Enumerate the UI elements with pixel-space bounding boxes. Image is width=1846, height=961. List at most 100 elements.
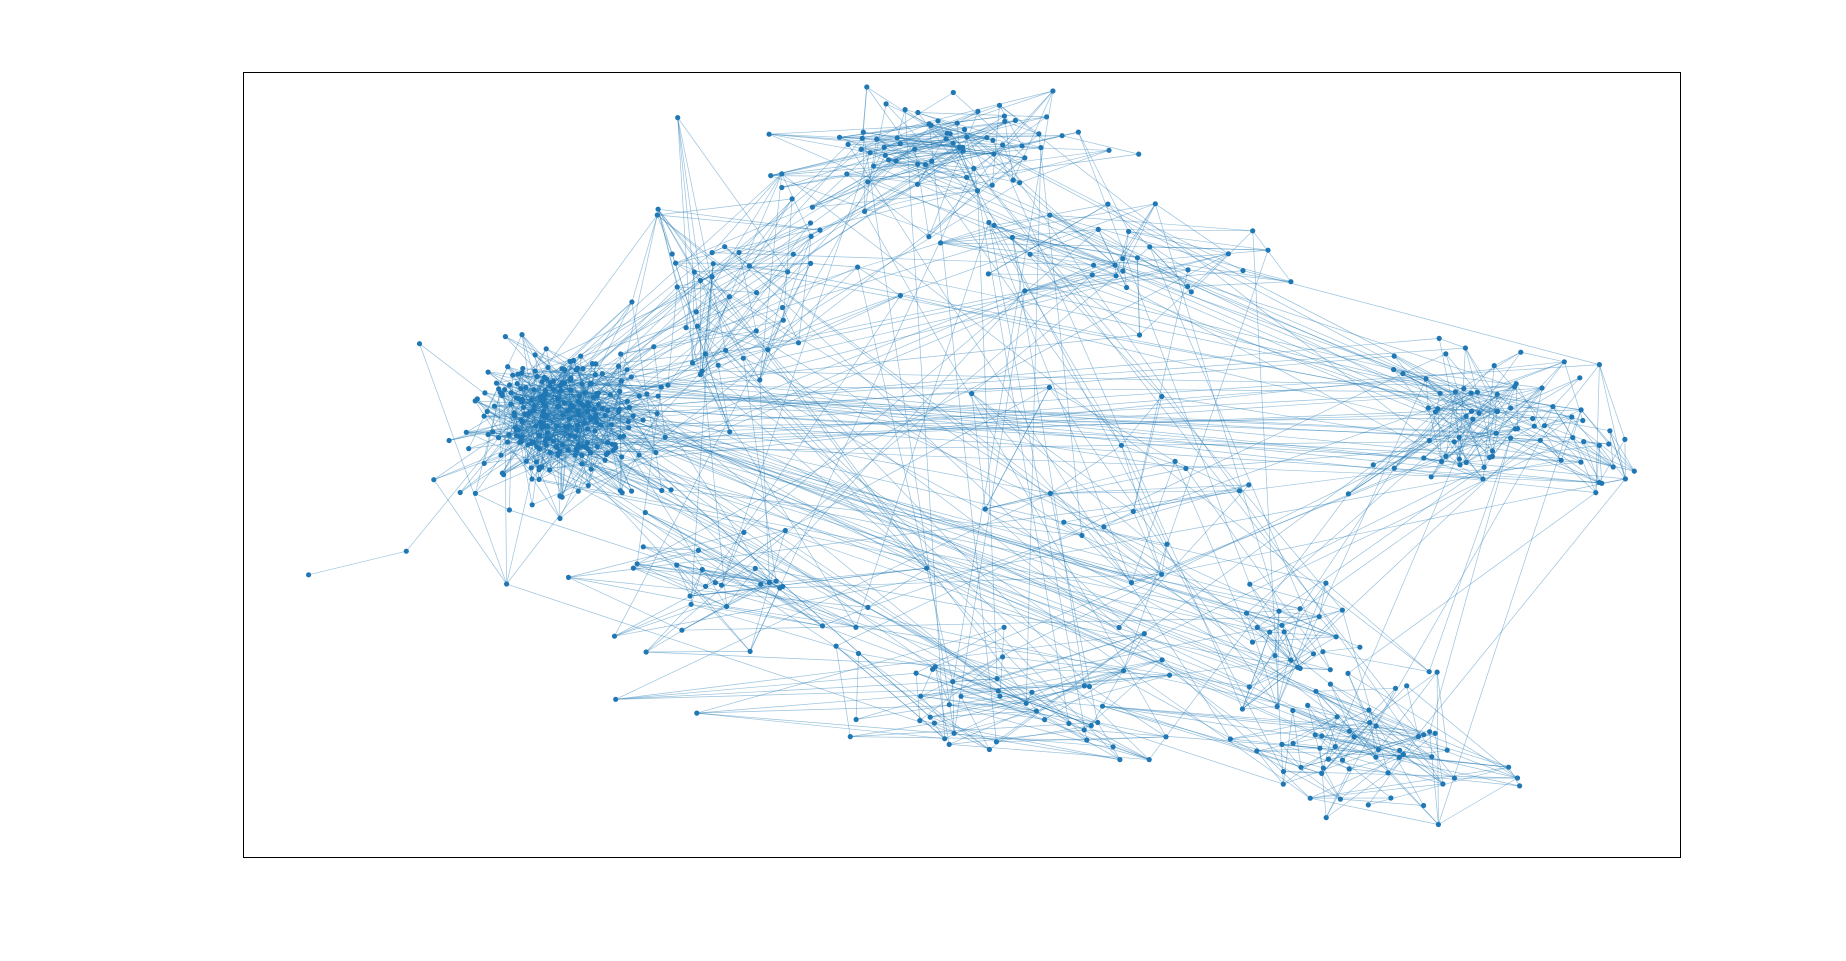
graph-node [514, 381, 520, 387]
graph-edge [475, 400, 577, 451]
graph-edge [1599, 445, 1603, 484]
graph-edge [1323, 716, 1338, 769]
graph-node [1105, 201, 1111, 207]
graph-node [1327, 667, 1333, 673]
graph-edge [996, 736, 1167, 743]
graph-edge [1107, 203, 1188, 287]
graph-edge [676, 564, 706, 587]
graph-edge [822, 607, 869, 627]
graph-edge [856, 691, 1032, 720]
graph-edge [988, 273, 1117, 277]
graph-node [874, 136, 880, 142]
graph-edge [1050, 445, 1122, 494]
graph-edge [896, 160, 974, 169]
graph-edge [697, 296, 730, 327]
graph-edge [584, 392, 1573, 438]
graph-edge [1458, 383, 1517, 438]
graph-node [974, 188, 981, 194]
graph-edge [1049, 214, 1291, 283]
graph-edge [433, 414, 528, 480]
graph-edge [1249, 583, 1283, 626]
graph-edge [483, 392, 501, 464]
graph-node [1580, 417, 1586, 424]
graph-edge [1024, 270, 1244, 292]
graph-edge [1368, 709, 1377, 758]
graph-edge [520, 381, 554, 443]
graph-edge [520, 388, 606, 461]
graph-edge [999, 105, 1461, 466]
graph-edge [1495, 361, 1565, 434]
graph-node [590, 394, 596, 400]
graph-edge [657, 214, 821, 231]
graph-edge [1276, 378, 1427, 707]
graph-node [491, 403, 497, 409]
graph-node [446, 437, 452, 444]
graph-edge [633, 567, 727, 607]
graph-edge [952, 681, 1070, 724]
graph-edge [915, 672, 1150, 760]
graph-edge [516, 383, 583, 456]
graph-edge [581, 447, 616, 465]
graph-node [665, 382, 671, 388]
graph-edge [1050, 484, 1249, 494]
graph-edge [984, 387, 1050, 510]
graph-edge [1149, 246, 1331, 670]
graph-edge [1540, 364, 1600, 441]
graph-node [1443, 351, 1449, 357]
graph-edge [522, 368, 557, 447]
graph-edge [657, 209, 678, 288]
graph-node [915, 161, 921, 167]
graph-edge [863, 131, 1025, 159]
graph-edge [561, 368, 1341, 800]
graph-node [946, 741, 952, 748]
graph-edge [494, 405, 716, 583]
graph-edge [1283, 671, 1438, 785]
graph-edge [677, 117, 701, 281]
graph-node [1061, 519, 1067, 525]
graph-edge [1019, 182, 1444, 785]
graph-edge [568, 577, 823, 627]
graph-edge [542, 389, 572, 397]
graph-edge [1131, 428, 1518, 583]
graph-edge [677, 276, 713, 288]
graph-edge [633, 530, 786, 569]
graph-edge [857, 267, 954, 682]
graph-node [997, 693, 1003, 699]
graph-edge [700, 222, 811, 281]
graph-edge [546, 348, 1400, 758]
graph-edge [862, 132, 865, 212]
graph-edge [1342, 759, 1392, 799]
graph-edge [502, 368, 565, 474]
graph-edge [607, 410, 617, 448]
graph-node [893, 158, 899, 164]
graph-edge [1347, 492, 1597, 674]
graph-node [964, 134, 970, 140]
graph-edge [952, 656, 1003, 682]
graph-edge [657, 198, 793, 216]
graph-node [710, 261, 716, 267]
graph-edge [934, 722, 1120, 760]
graph-edge [612, 450, 656, 453]
graph-node [572, 452, 578, 458]
graph-edge [308, 550, 407, 576]
graph-edge [1349, 753, 1404, 770]
graph-node [1367, 720, 1373, 726]
graph-node [1596, 442, 1602, 448]
graph-edge [949, 744, 1150, 760]
graph-edge [782, 307, 799, 343]
graph-edge [917, 157, 1025, 185]
graph-edge [1019, 149, 1110, 184]
graph-node [954, 120, 960, 126]
graph-edge [637, 563, 761, 585]
graph-edge [1437, 408, 1442, 462]
graph-edge [1325, 768, 1350, 818]
graph-edge [1394, 388, 1465, 469]
graph-edge [1342, 725, 1377, 761]
graph-node [558, 387, 564, 394]
graph-node [1404, 683, 1410, 689]
graph-edge [1122, 258, 1515, 388]
graph-edge [1122, 231, 1129, 272]
graph-edge [1459, 387, 1543, 466]
graph-edge [993, 225, 1116, 266]
graph-edge [1428, 351, 1521, 409]
